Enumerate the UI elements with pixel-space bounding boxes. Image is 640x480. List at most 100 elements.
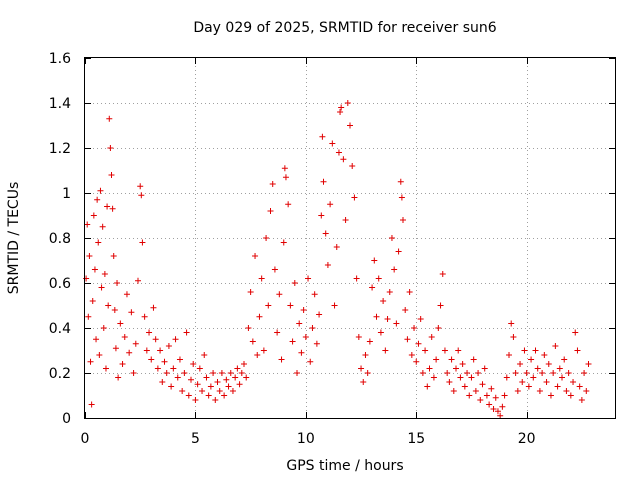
y-axis-label: SRMTID / TECUs [6, 182, 22, 295]
data-point [481, 365, 488, 372]
data-point [223, 376, 230, 383]
data-point [450, 388, 457, 394]
data-point [313, 340, 320, 347]
data-point [207, 383, 214, 390]
data-point [400, 217, 406, 223]
data-point [554, 383, 561, 390]
data-point [499, 403, 506, 410]
data-point [366, 338, 373, 345]
data-point [525, 383, 532, 390]
data-point [95, 239, 102, 246]
data-point [391, 266, 398, 273]
data-point [96, 352, 103, 358]
data-point [521, 347, 528, 354]
data-point [154, 365, 161, 372]
x-axis-label: GPS time / hours [286, 458, 403, 474]
data-point [492, 394, 499, 401]
data-point [174, 374, 181, 381]
data-point [347, 122, 353, 129]
y-tick-label: 0.4 [49, 321, 71, 337]
data-point [192, 397, 199, 403]
data-point [100, 325, 107, 331]
data-point [108, 172, 115, 178]
data-point [486, 401, 493, 408]
data-point [424, 383, 431, 390]
data-point [466, 392, 473, 399]
data-point [545, 361, 552, 367]
data-point [94, 196, 101, 203]
data-point [369, 284, 376, 291]
data-point [115, 374, 122, 381]
data-point [258, 275, 265, 282]
data-point [97, 187, 104, 194]
data-point [342, 217, 349, 223]
data-point [238, 370, 245, 376]
data-point [190, 361, 197, 367]
data-point [532, 347, 539, 354]
data-point [503, 374, 510, 381]
data-point [260, 347, 267, 354]
y-tick-label: 0.8 [49, 231, 71, 247]
data-point [170, 365, 177, 372]
data-point [408, 352, 415, 358]
data-point [501, 392, 508, 399]
data-point [528, 356, 535, 363]
data-point [168, 383, 175, 390]
data-point [444, 370, 451, 376]
data-point [340, 156, 347, 163]
data-point [99, 223, 106, 230]
data-point [565, 370, 572, 376]
data-point [309, 325, 316, 331]
data-point [150, 304, 157, 311]
data-point [472, 388, 479, 394]
data-point [287, 302, 294, 309]
data-point [85, 313, 92, 320]
data-point [322, 230, 329, 237]
data-point [216, 388, 223, 394]
data-point [289, 338, 296, 345]
data-point [163, 370, 170, 376]
data-point [523, 370, 530, 376]
data-point [212, 397, 219, 403]
data-point [199, 388, 206, 394]
data-point [117, 320, 124, 327]
data-point [552, 343, 559, 349]
data-point [411, 325, 418, 331]
data-point [508, 320, 515, 327]
data-point [483, 392, 490, 399]
data-point [547, 392, 554, 399]
data-point [214, 379, 221, 385]
data-point [161, 358, 168, 365]
data-point [388, 235, 395, 241]
data-point [514, 388, 521, 394]
data-point [576, 383, 583, 390]
data-point [318, 212, 325, 219]
data-point [441, 347, 448, 354]
data-point [419, 370, 426, 376]
data-point [194, 381, 201, 388]
data-point [234, 365, 241, 372]
data-point [364, 370, 371, 376]
x-tick-label: 5 [191, 431, 200, 447]
data-point [404, 336, 411, 343]
data-point [254, 352, 261, 358]
data-point [109, 205, 116, 212]
data-point [139, 239, 146, 246]
data-point [91, 266, 98, 273]
data-point [355, 334, 362, 340]
data-point [183, 329, 190, 336]
x-tick-label: 15 [407, 431, 425, 447]
data-point [477, 397, 484, 403]
data-point [428, 334, 435, 340]
data-point [137, 183, 144, 190]
data-point [393, 320, 400, 327]
data-point [267, 208, 274, 214]
data-point [221, 392, 228, 399]
data-point [344, 100, 351, 106]
data-point [294, 370, 300, 376]
data-point [110, 253, 117, 259]
data-point [232, 374, 239, 381]
data-point [114, 280, 121, 286]
data-point [138, 192, 145, 199]
